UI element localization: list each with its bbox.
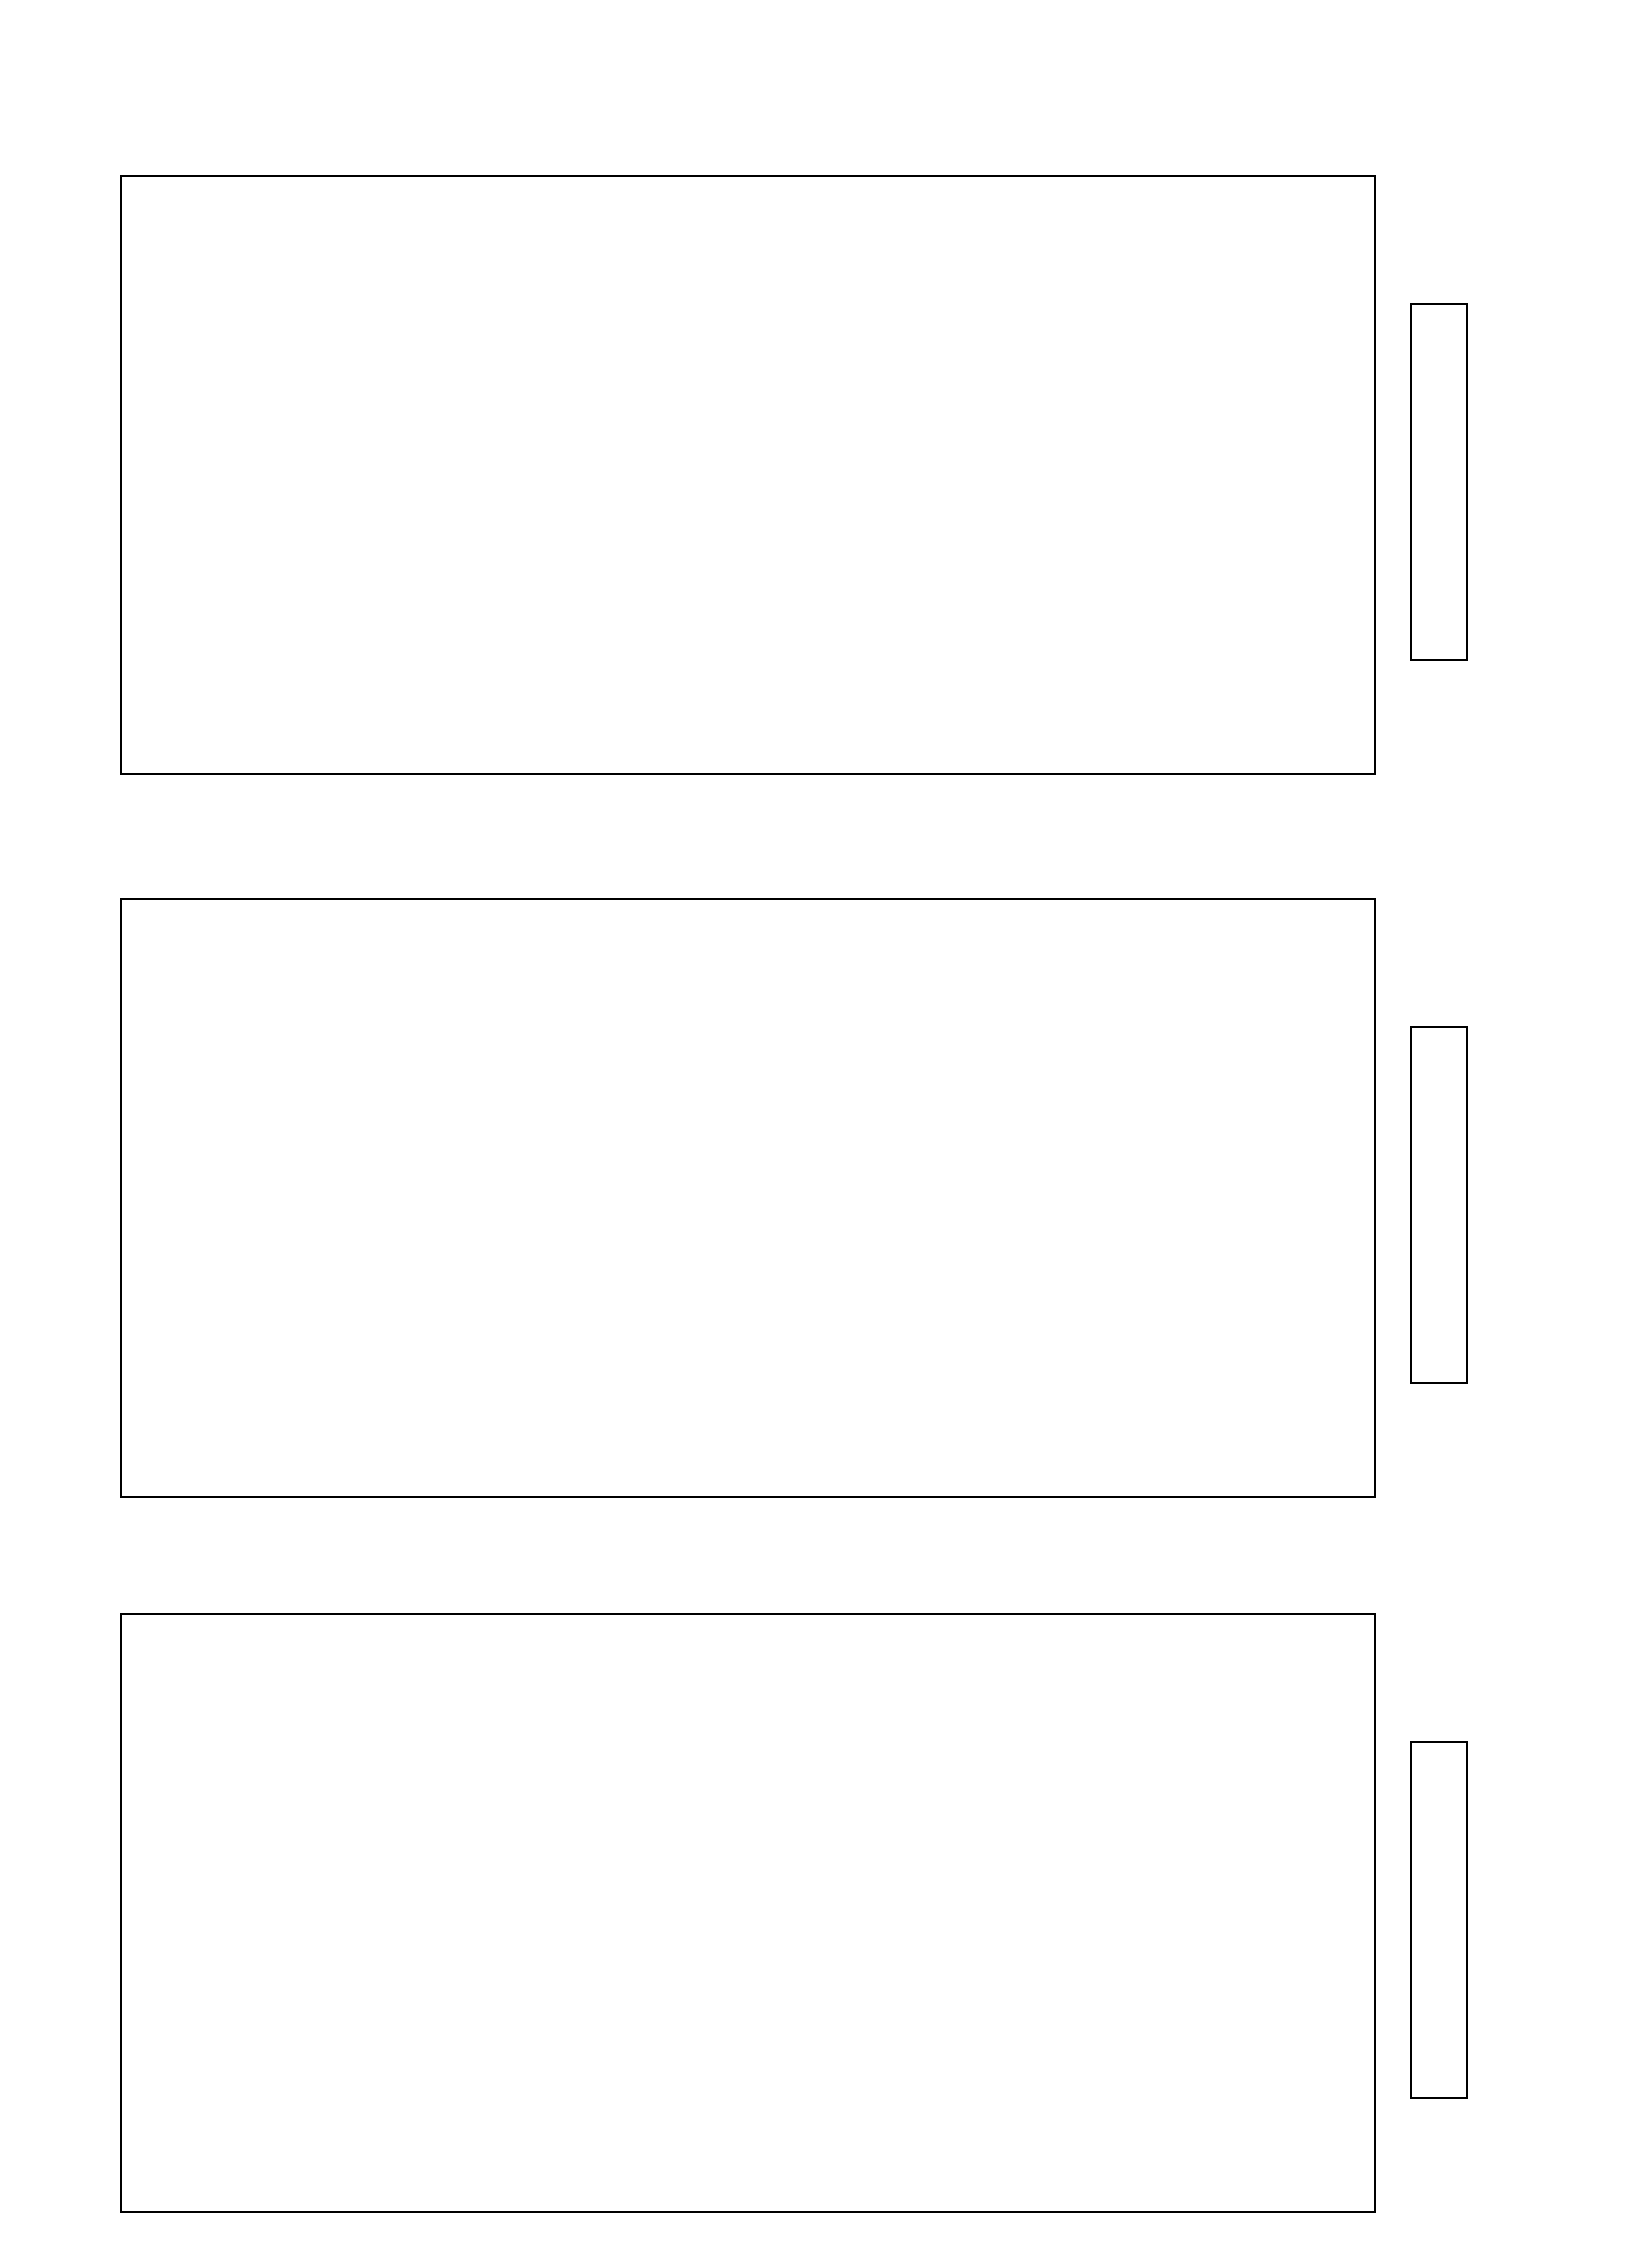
y-axis-model — [0, 175, 112, 775]
colorbar-ticks-argo — [1474, 1026, 1574, 1384]
x-axis-model — [120, 783, 1376, 817]
x-axis-difference — [120, 2219, 1376, 2253]
colorbar-model — [1410, 303, 1468, 661]
x-axis-argo — [120, 1506, 1376, 1540]
colorbar-ticks-difference — [1474, 1741, 1574, 2099]
colorbar-ticks-model — [1474, 303, 1574, 661]
y-axis-difference — [0, 1613, 112, 2213]
map-model — [120, 175, 1376, 775]
colorbar-argo — [1410, 1026, 1468, 1384]
colorbar-difference — [1410, 1741, 1468, 2099]
y-axis-argo — [0, 898, 112, 1498]
map-difference — [120, 1613, 1376, 2213]
map-argo — [120, 898, 1376, 1498]
